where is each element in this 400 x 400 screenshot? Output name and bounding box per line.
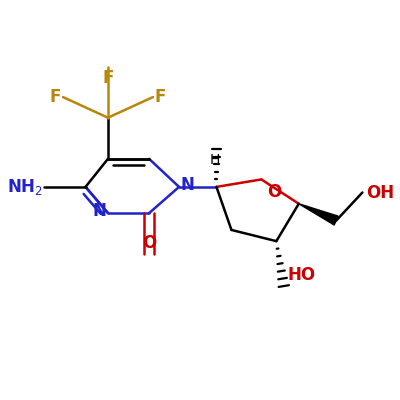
Polygon shape <box>299 204 338 225</box>
Text: O: O <box>142 234 156 252</box>
Text: F: F <box>50 88 61 106</box>
Text: N: N <box>181 176 195 194</box>
Text: H: H <box>210 153 220 167</box>
Text: N: N <box>92 202 106 220</box>
Text: OH: OH <box>366 184 394 202</box>
Text: F: F <box>155 88 166 106</box>
Text: F: F <box>102 69 114 87</box>
Text: NH$_2$: NH$_2$ <box>7 177 42 197</box>
Text: HO: HO <box>288 266 316 284</box>
Text: O: O <box>267 183 281 201</box>
